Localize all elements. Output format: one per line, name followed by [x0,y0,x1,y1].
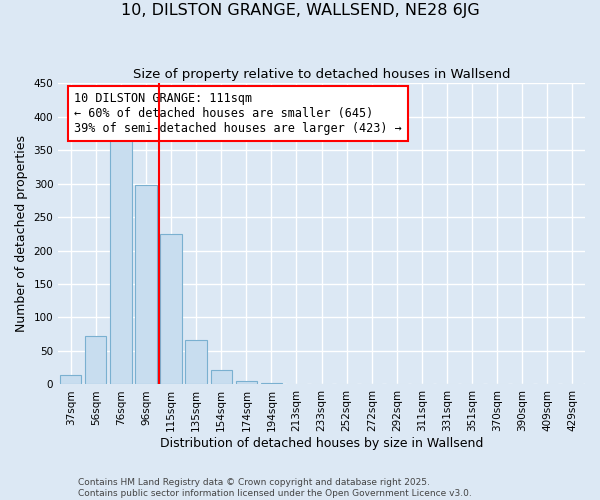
Text: 10 DILSTON GRANGE: 111sqm
← 60% of detached houses are smaller (645)
39% of semi: 10 DILSTON GRANGE: 111sqm ← 60% of detac… [74,92,402,135]
Bar [60,375,82,384]
Bar [236,381,257,384]
Text: 10, DILSTON GRANGE, WALLSEND, NE28 6JG: 10, DILSTON GRANGE, WALLSEND, NE28 6JG [121,2,479,18]
Y-axis label: Number of detached properties: Number of detached properties [15,136,28,332]
Bar [261,383,282,384]
Bar [185,340,207,384]
Title: Size of property relative to detached houses in Wallsend: Size of property relative to detached ho… [133,68,511,80]
Bar [110,134,131,384]
Bar [211,370,232,384]
Bar [160,234,182,384]
X-axis label: Distribution of detached houses by size in Wallsend: Distribution of detached houses by size … [160,437,483,450]
Bar [85,336,106,384]
Text: Contains HM Land Registry data © Crown copyright and database right 2025.
Contai: Contains HM Land Registry data © Crown c… [78,478,472,498]
Bar [136,185,157,384]
